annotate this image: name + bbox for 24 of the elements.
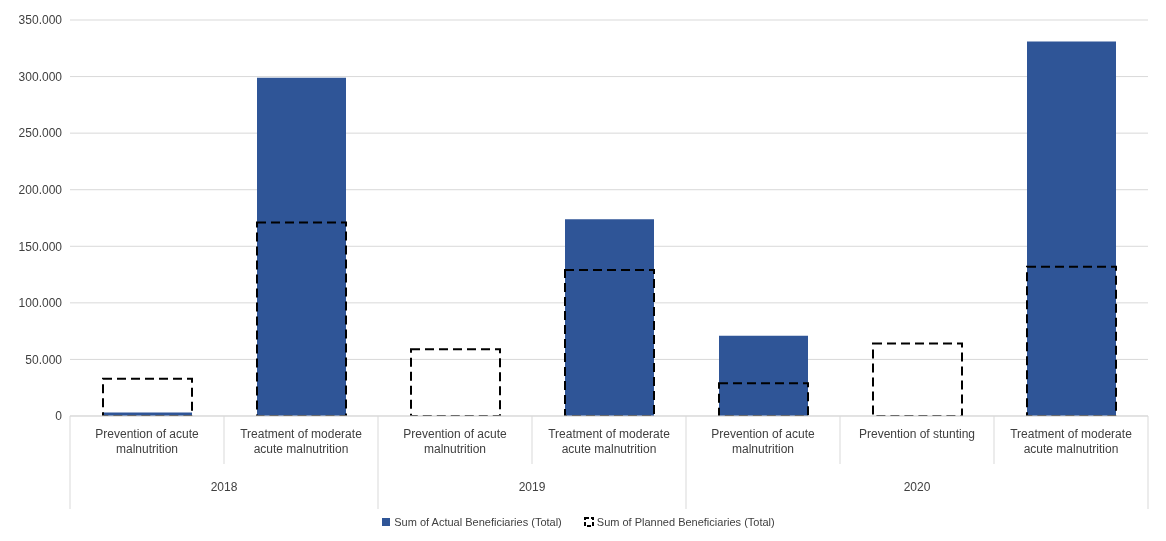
- text: 2018: [210, 480, 238, 494]
- legend-label: Sum of Planned Beneficiaries (Total): [595, 516, 775, 528]
- bar: [257, 77, 346, 416]
- x-tick-label: Treatment of moderate acute malnutrition: [240, 427, 363, 456]
- y-tick-label: 350.000: [18, 13, 63, 28]
- text: 2020: [903, 480, 931, 494]
- bar: [565, 219, 654, 416]
- legend-label: Sum of Actual Beneficiaries (Total): [393, 516, 562, 528]
- y-tick-label: 150.000: [18, 239, 63, 254]
- y-tick-label: 300.000: [18, 69, 63, 84]
- x-tick-label: Treatment of moderate acute malnutrition: [1010, 427, 1133, 456]
- y-tick-label: 50.000: [25, 352, 63, 367]
- x-tick-label: Prevention of acute malnutrition: [95, 427, 200, 456]
- bar: [1027, 41, 1116, 416]
- bar: [719, 335, 808, 416]
- y-tick-label: 0: [55, 409, 63, 424]
- x-tick-label: Prevention of acute malnutrition: [403, 427, 508, 456]
- x-tick-label: Treatment of moderate acute malnutrition: [548, 427, 671, 456]
- x-tick-label: Prevention of acute malnutrition: [711, 427, 816, 456]
- y-tick-label: 250.000: [18, 126, 63, 141]
- y-tick-label: 100.000: [18, 296, 63, 311]
- x-tick-label: Prevention of stunting: [858, 427, 976, 441]
- text: 2019: [518, 480, 546, 494]
- y-tick-label: 200.000: [18, 182, 63, 197]
